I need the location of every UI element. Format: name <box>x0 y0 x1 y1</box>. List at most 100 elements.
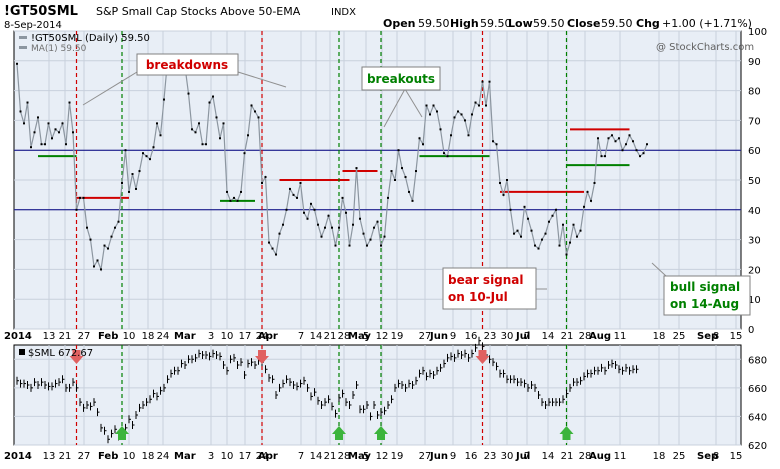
legend-ma: MA(1) 59.50 <box>31 44 87 54</box>
breadth-point <box>523 205 526 208</box>
x-month-label: Feb <box>98 451 118 462</box>
breadth-point <box>558 244 561 247</box>
x-day-label: 21 <box>59 451 72 462</box>
upper-y-tick-label: 0 <box>748 325 754 336</box>
breadth-point <box>40 143 43 146</box>
breadth-point <box>19 110 22 113</box>
breadth-point <box>387 196 389 199</box>
x-year-label: 2014 <box>4 451 32 462</box>
x-day-label: 17 <box>239 451 252 462</box>
x-day-label: 9 <box>450 451 456 462</box>
breadth-point <box>75 208 78 211</box>
upper-y-tick-label: 30 <box>748 236 761 247</box>
x-day-label: 10 <box>123 451 136 462</box>
x-day-label: 14 <box>310 451 323 462</box>
breadth-point <box>257 116 260 119</box>
upper-y-tick-label: 60 <box>748 146 761 157</box>
breadth-point <box>149 158 151 161</box>
breadth-point <box>516 229 519 232</box>
breadth-point <box>418 137 421 140</box>
x-month-label: Jul <box>515 451 530 462</box>
breadth-point <box>37 116 39 119</box>
upper-x-ticks: 2014 13 21 27 10 18 24 3 10 17 24 7 14 21 28 5 12 19 27 9 16… <box>4 331 742 342</box>
breadth-point <box>376 220 379 223</box>
x-day-label: 14 <box>542 451 555 462</box>
legend-swatch-main <box>19 36 27 39</box>
buy-arrow <box>332 426 346 440</box>
x-day-label: 7 <box>298 451 304 462</box>
breadth-point <box>621 149 624 152</box>
x-day-label: 18 <box>653 451 666 462</box>
x-day-label: 27 <box>419 451 432 462</box>
breadth-point <box>271 247 274 250</box>
x-day-label: 8 <box>713 331 719 342</box>
breadth-point <box>586 190 589 193</box>
breadth-point <box>278 232 281 235</box>
breadth-point <box>345 211 347 214</box>
breadth-point <box>551 214 554 217</box>
breadth-point <box>159 134 162 137</box>
breadth-point <box>625 143 627 146</box>
breadth-point <box>429 113 431 116</box>
x-month-label: May <box>348 331 371 342</box>
breadth-point <box>541 238 543 241</box>
breadth-point <box>450 134 452 137</box>
breadth-point <box>600 155 603 158</box>
breadth-point <box>369 238 372 241</box>
breadth-point <box>331 226 333 229</box>
breadth-point <box>432 104 435 107</box>
breadth-point <box>152 146 155 149</box>
x-month-label: Apr <box>258 331 278 342</box>
x-day-label: 24 <box>256 451 269 462</box>
breadth-point <box>121 181 123 184</box>
x-day-label: 10 <box>221 451 234 462</box>
watermark: @ StockCharts.com <box>656 42 754 53</box>
legend-swatch-sml <box>19 349 25 355</box>
x-day-label: 8 <box>713 451 719 462</box>
breadth-point <box>509 208 512 211</box>
x-day-label: 21 <box>561 331 574 342</box>
upper-y-tick-label: 80 <box>748 87 761 98</box>
breadth-point <box>222 122 225 125</box>
bear-line-2: on 10-Jul <box>448 290 508 304</box>
bull-line-1: bull signal <box>670 280 740 294</box>
breadth-point <box>562 223 564 226</box>
breadth-point <box>646 143 648 146</box>
breadth-point <box>425 104 428 107</box>
breadth-point <box>401 167 403 170</box>
breadth-point <box>93 265 95 268</box>
breadth-point <box>68 101 71 104</box>
breadth-point <box>467 134 470 137</box>
sell-arrow <box>69 350 84 364</box>
breadth-point <box>33 131 36 134</box>
breadth-point <box>499 181 501 184</box>
x-day-label: 30 <box>501 331 514 342</box>
date-label: 8-Sep-2014 <box>4 20 62 31</box>
x-month-label: May <box>348 451 371 462</box>
exchange-label: INDX <box>331 7 356 18</box>
breadth-point <box>460 113 463 116</box>
breadth-point <box>534 244 536 247</box>
x-day-label: 7 <box>298 331 304 342</box>
breadth-point <box>527 217 529 220</box>
breadth-point <box>313 208 316 211</box>
breadth-point <box>481 80 484 83</box>
breadth-point <box>485 104 487 107</box>
upper-y-tick-label: 10 <box>748 295 761 306</box>
x-day-label: 3 <box>208 331 214 342</box>
breadth-point <box>464 119 466 122</box>
x-day-label: 5 <box>363 451 369 462</box>
breadth-point <box>243 152 246 155</box>
breadth-point <box>390 170 393 173</box>
breadth-point <box>471 113 473 116</box>
breadth-point <box>51 137 53 140</box>
x-day-label: 19 <box>391 331 404 342</box>
breadth-point <box>82 196 85 199</box>
breadth-point <box>544 232 547 235</box>
lower-legend: $SML 672.67 <box>19 348 93 359</box>
x-year-label: 2014 <box>4 331 32 342</box>
breadth-point <box>247 134 249 137</box>
breadth-point <box>65 143 67 146</box>
x-day-label: 21 <box>561 451 574 462</box>
